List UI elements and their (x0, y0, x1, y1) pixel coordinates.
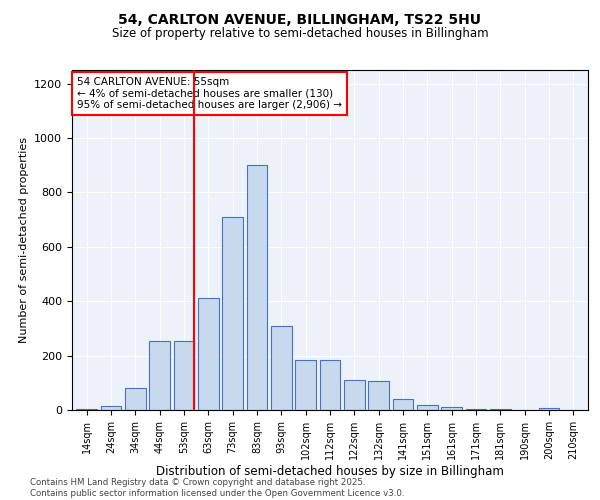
Bar (222, 217, 243, 410)
Bar (442, 406, 462, 410)
Bar (149, 340, 170, 410)
Bar (417, 404, 438, 410)
Text: 54 CARLTON AVENUE: 55sqm
← 4% of semi-detached houses are smaller (130)
95% of s: 54 CARLTON AVENUE: 55sqm ← 4% of semi-de… (77, 77, 342, 110)
Y-axis label: Number of semi-detached properties: Number of semi-detached properties (19, 137, 29, 343)
Bar (76, 408, 97, 410)
Bar (247, 165, 268, 410)
Text: Contains HM Land Registry data © Crown copyright and database right 2025.
Contai: Contains HM Land Registry data © Crown c… (30, 478, 404, 498)
Bar (125, 388, 146, 410)
Bar (466, 408, 487, 410)
Bar (539, 408, 559, 410)
Bar (368, 382, 389, 410)
Text: 54, CARLTON AVENUE, BILLINGHAM, TS22 5HU: 54, CARLTON AVENUE, BILLINGHAM, TS22 5HU (119, 12, 482, 26)
Text: Size of property relative to semi-detached houses in Billingham: Size of property relative to semi-detach… (112, 28, 488, 40)
Bar (101, 406, 121, 410)
Bar (320, 360, 340, 410)
Bar (295, 360, 316, 410)
Bar (344, 380, 365, 410)
Bar (392, 399, 413, 410)
Bar (271, 326, 292, 410)
Bar (490, 408, 511, 410)
X-axis label: Distribution of semi-detached houses by size in Billingham: Distribution of semi-detached houses by … (156, 464, 504, 477)
Bar (173, 340, 194, 410)
Bar (198, 298, 218, 410)
